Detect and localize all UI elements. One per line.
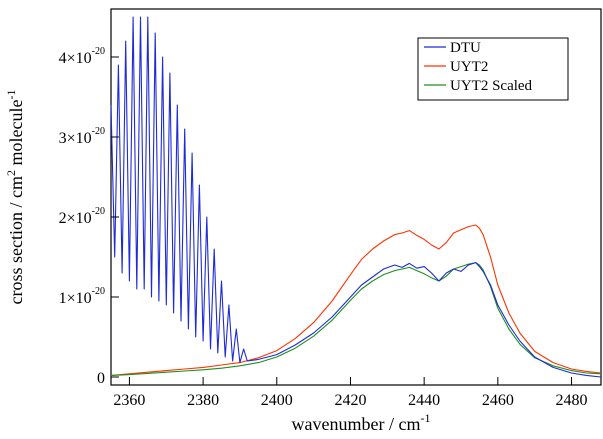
y-tick-label: 4×10-20: [59, 46, 105, 67]
x-tick-label: 2440: [408, 392, 440, 409]
tick-layer: 2360 2380 2400 2420 2440 2460 2480 0 1×10-20 2×10…: [59, 46, 588, 409]
legend-items: DTU UYT2 UYT2 Scaled: [424, 40, 533, 94]
x-tick-label: 2380: [187, 392, 219, 409]
y-tick-label: 1×10-20: [59, 286, 105, 307]
legend-label: DTU: [450, 40, 481, 56]
y-tick-label: 3×10-20: [59, 126, 105, 147]
legend-box: [417, 37, 569, 101]
legend: DTU UYT2 UYT2 Scaled: [417, 37, 569, 101]
x-tick-label: 2400: [261, 392, 293, 409]
legend-label: UYT2: [450, 59, 488, 75]
series-line-dtu: [110, 16, 602, 378]
y-tick-label: 0: [97, 370, 105, 387]
x-tick-label: 2460: [482, 392, 514, 409]
series-layer: [110, 16, 602, 378]
series-line-uyt2: [110, 224, 602, 376]
x-tick-label: 2360: [113, 392, 145, 409]
series-line-uyt2-scaled: [110, 262, 602, 376]
y-tick-label: 2×10-20: [59, 206, 105, 227]
x-axis-label: wavenumber / cm-1: [292, 411, 431, 434]
legend-label: UYT2 Scaled: [450, 78, 533, 94]
y-axis-label: cross section / cm2 molecule-1: [4, 90, 26, 305]
x-tick-label: 2480: [556, 392, 588, 409]
x-tick-label: 2420: [334, 392, 366, 409]
